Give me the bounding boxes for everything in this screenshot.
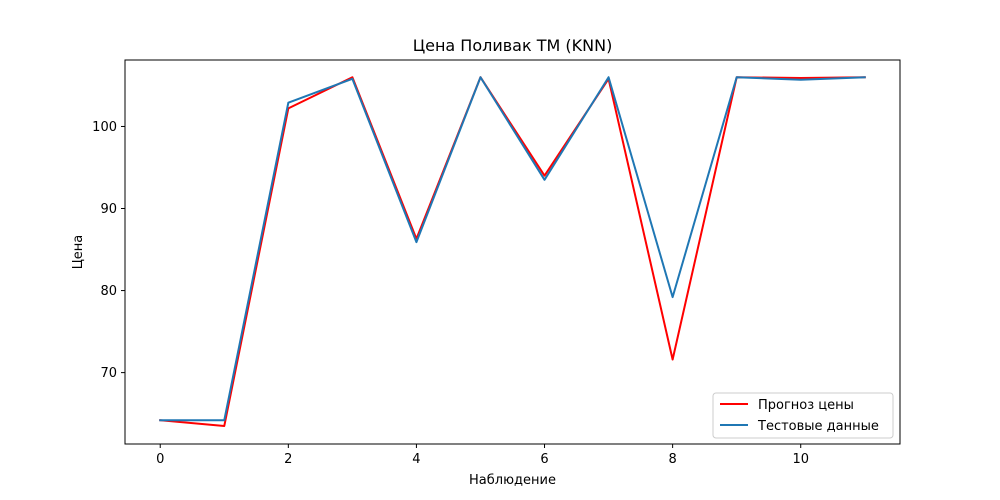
x-axis: 0 2 4 6 8 10 bbox=[156, 444, 809, 467]
y-axis-label: Цена bbox=[71, 235, 86, 270]
x-tick-label: 0 bbox=[156, 452, 164, 467]
y-tick-label: 80 bbox=[100, 284, 117, 299]
test-data-series-line bbox=[159, 76, 866, 422]
legend-label-forecast: Прогноз цены bbox=[758, 398, 854, 413]
chart-title: Цена Поливак ТМ (KNN) bbox=[413, 36, 613, 55]
x-tick-label: 6 bbox=[540, 452, 548, 467]
y-tick-label: 100 bbox=[92, 120, 117, 135]
y-tick-label: 70 bbox=[100, 366, 117, 381]
y-tick-label: 90 bbox=[100, 202, 117, 217]
x-tick-label: 8 bbox=[668, 452, 676, 467]
legend-label-test-data: Тестовые данные bbox=[757, 419, 879, 434]
x-tick-label: 10 bbox=[792, 452, 809, 467]
x-tick-label: 4 bbox=[412, 452, 420, 467]
plot-frame bbox=[124, 59, 901, 445]
legend-box bbox=[712, 392, 894, 439]
x-axis-label: Наблюдение bbox=[469, 473, 556, 488]
x-tick-label: 2 bbox=[284, 452, 292, 467]
series-layer bbox=[159, 76, 866, 427]
legend: Прогноз цены Тестовые данные bbox=[712, 392, 894, 439]
y-axis: 70 80 90 100 bbox=[92, 120, 125, 381]
